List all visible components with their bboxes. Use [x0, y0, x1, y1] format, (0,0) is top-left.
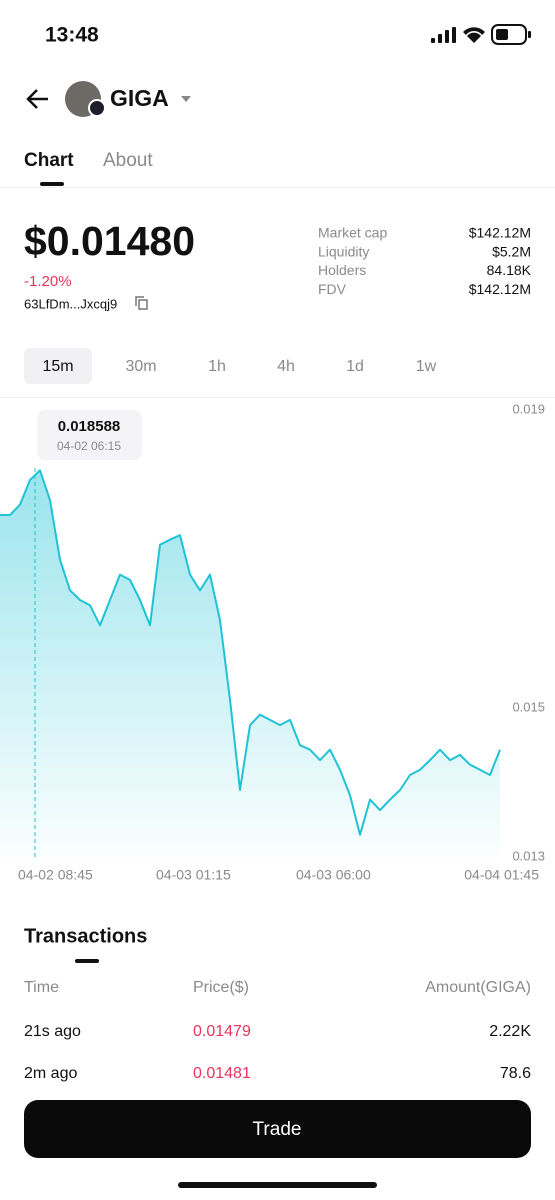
stat-value: $5.2M [492, 243, 531, 259]
tooltip [37, 410, 142, 460]
range-option[interactable]: 1h [208, 358, 226, 375]
x-tick-label: 04-04 01:45 [464, 867, 539, 883]
price: $0.01480 [24, 218, 195, 264]
stat-value: $142.12M [469, 281, 531, 297]
tab-active[interactable]: Chart [24, 150, 74, 171]
tab-indicator [40, 182, 64, 186]
price-area [0, 470, 500, 857]
cell: 21s ago [24, 1023, 81, 1040]
range-option[interactable]: 30m [125, 358, 156, 375]
range-option[interactable]: 4h [277, 358, 295, 375]
cell: 2m ago [24, 1065, 77, 1082]
column-header: Price($) [193, 979, 249, 996]
token-name[interactable]: GIGA [110, 85, 169, 111]
x-tick-label: 04-03 06:00 [296, 867, 371, 883]
y-tick-label: 0.019 [512, 401, 545, 416]
column-header: Time [24, 979, 59, 996]
stat-value: 84.18K [487, 262, 532, 278]
cell: 2.22K [489, 1023, 531, 1040]
y-tick-label: 0.015 [512, 699, 545, 714]
cell: 0.01479 [193, 1023, 251, 1040]
section-indicator [75, 959, 99, 963]
address: 63LfDm...Jxcqj9 [24, 296, 117, 311]
home-indicator [178, 1182, 377, 1188]
price-change: -1.20% [24, 273, 72, 290]
tooltip-time: 04-02 06:15 [57, 439, 121, 453]
tooltip-value: 0.018588 [58, 418, 121, 435]
range-option[interactable]: 15m [42, 358, 73, 375]
column-header: Amount(GIGA) [425, 979, 531, 996]
copy-icon[interactable] [135, 296, 148, 310]
cell: 78.6 [500, 1065, 531, 1082]
range-option[interactable]: 1d [346, 358, 364, 375]
stat-label: Holders [318, 262, 366, 278]
trade-button[interactable] [24, 1100, 531, 1158]
divider [0, 187, 555, 188]
tab[interactable]: About [103, 150, 153, 171]
stat-label: FDV [318, 281, 347, 297]
x-tick-label: 04-02 08:45 [18, 867, 93, 883]
x-tick-label: 04-03 01:15 [156, 867, 231, 883]
stat-value: $142.12M [469, 225, 531, 241]
price-line [0, 469, 501, 836]
status-icons [431, 24, 531, 45]
status-time: 13:48 [45, 24, 99, 47]
stat-label: Market cap [318, 225, 387, 241]
section-title: Transactions [24, 925, 147, 947]
stat-label: Liquidity [318, 243, 369, 259]
divider [0, 397, 555, 398]
range-option[interactable]: 1w [416, 358, 437, 375]
trade-label[interactable]: Trade [253, 1119, 302, 1140]
y-tick-label: 0.013 [512, 848, 545, 863]
dropdown-caret[interactable] [181, 96, 191, 102]
back-button[interactable] [26, 89, 48, 109]
cell: 0.01481 [193, 1065, 251, 1082]
chain-badge [88, 99, 106, 117]
range-selected-bg [24, 348, 92, 384]
